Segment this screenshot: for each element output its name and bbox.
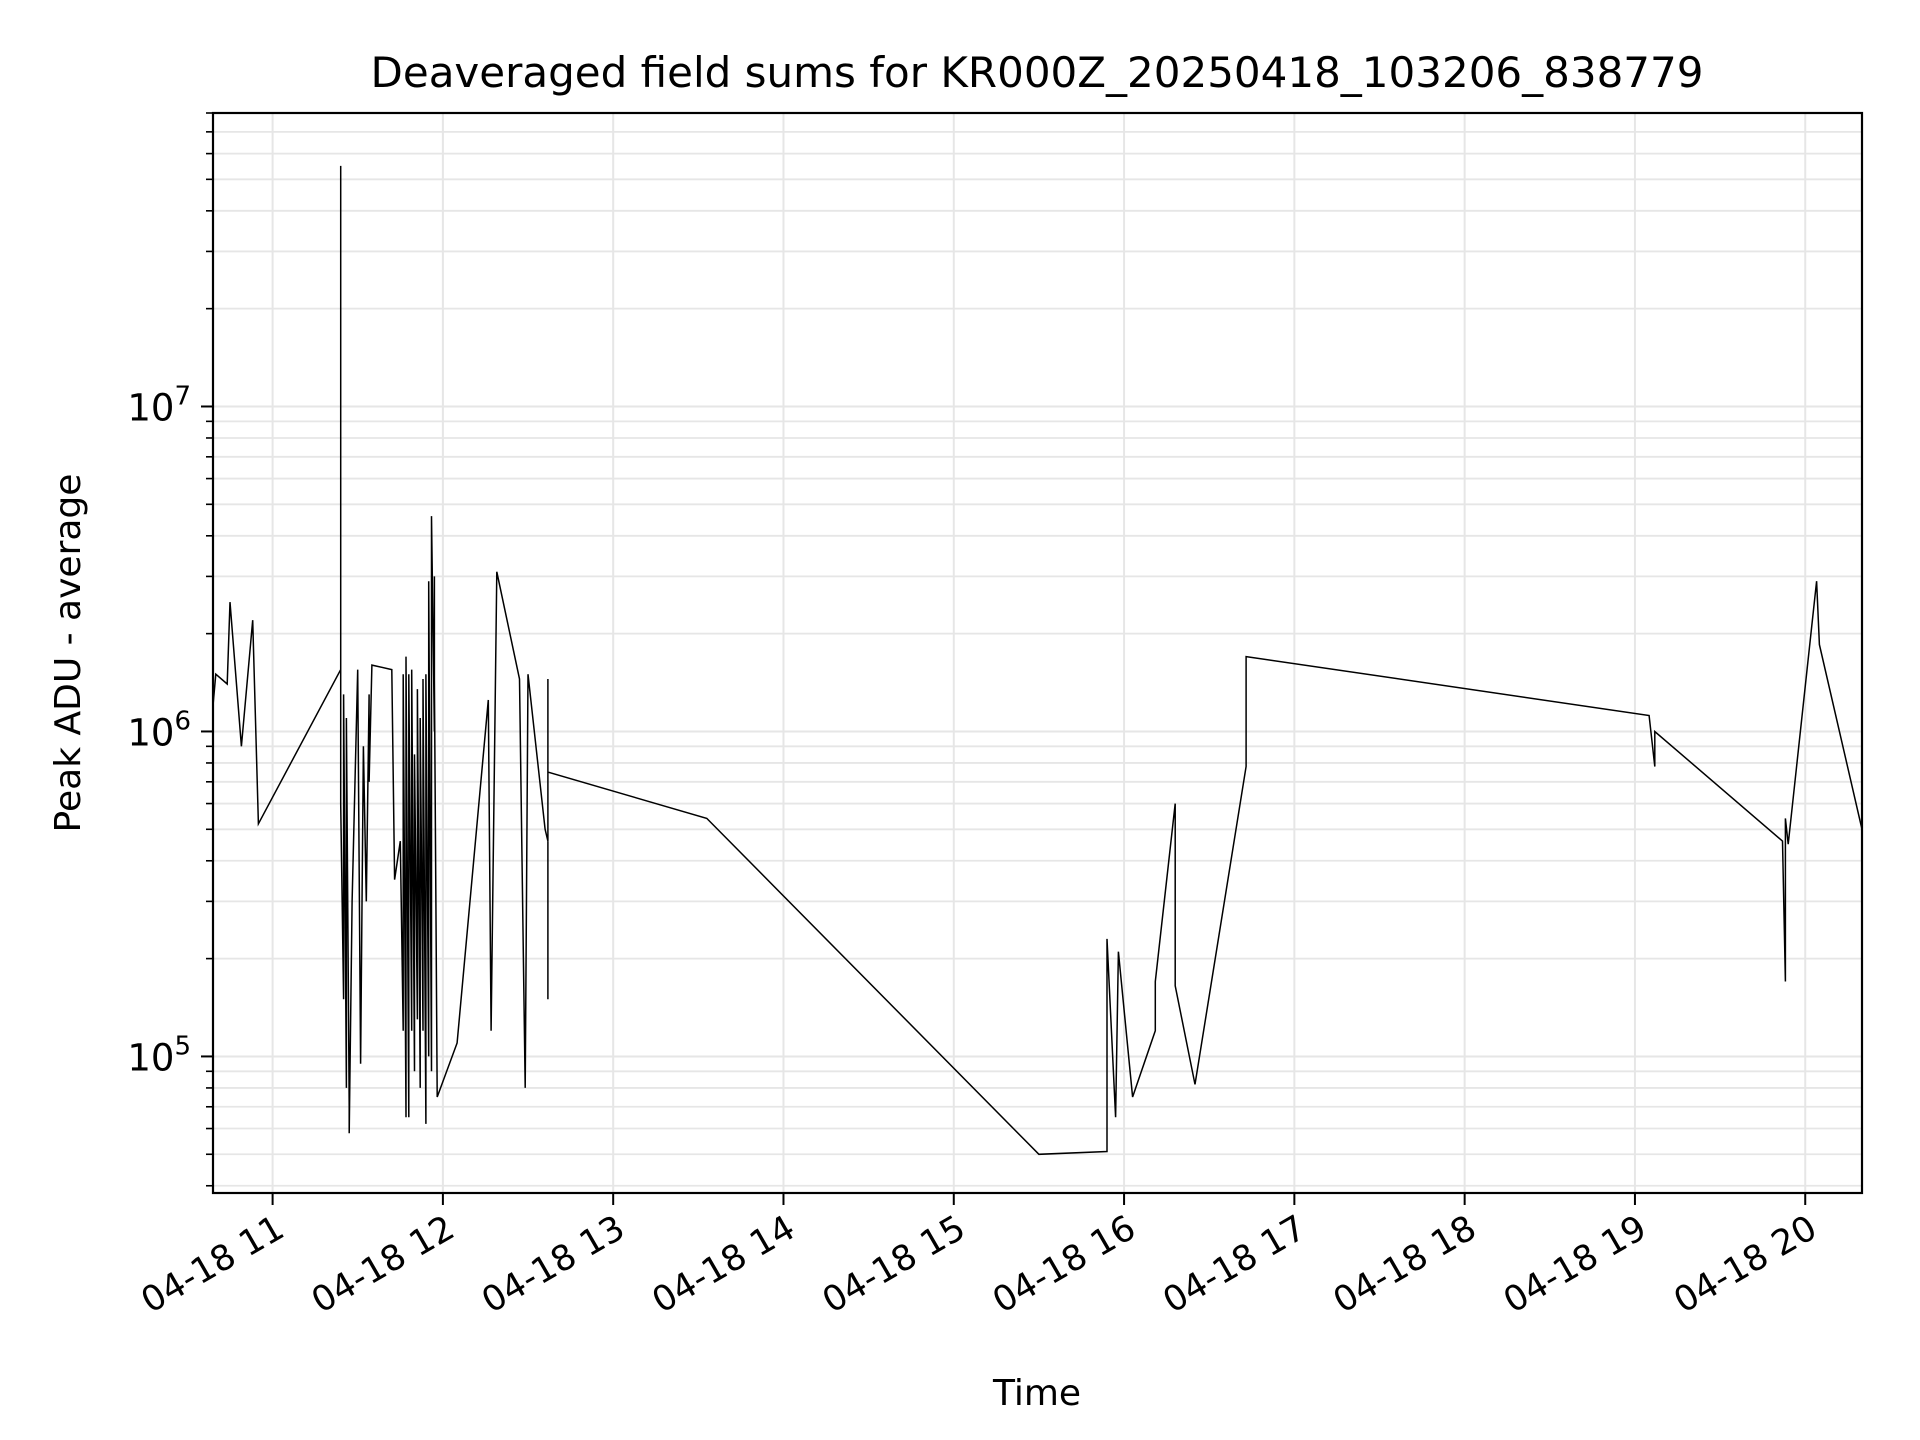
y-tick-label: 106 [127,706,191,754]
y-tick-label: 105 [127,1031,191,1079]
plot-frame [211,111,1864,1195]
chart-title: Deaveraged field sums for KR000Z_2025041… [371,48,1704,97]
minor-grid [213,112,1862,1187]
x-axis-label: Time [992,1373,1081,1414]
y-axis-label: Peak ADU - average [48,474,89,833]
y-tick-label: 107 [127,381,191,429]
series-line [212,165,1863,1156]
series-layer [212,165,1863,1156]
